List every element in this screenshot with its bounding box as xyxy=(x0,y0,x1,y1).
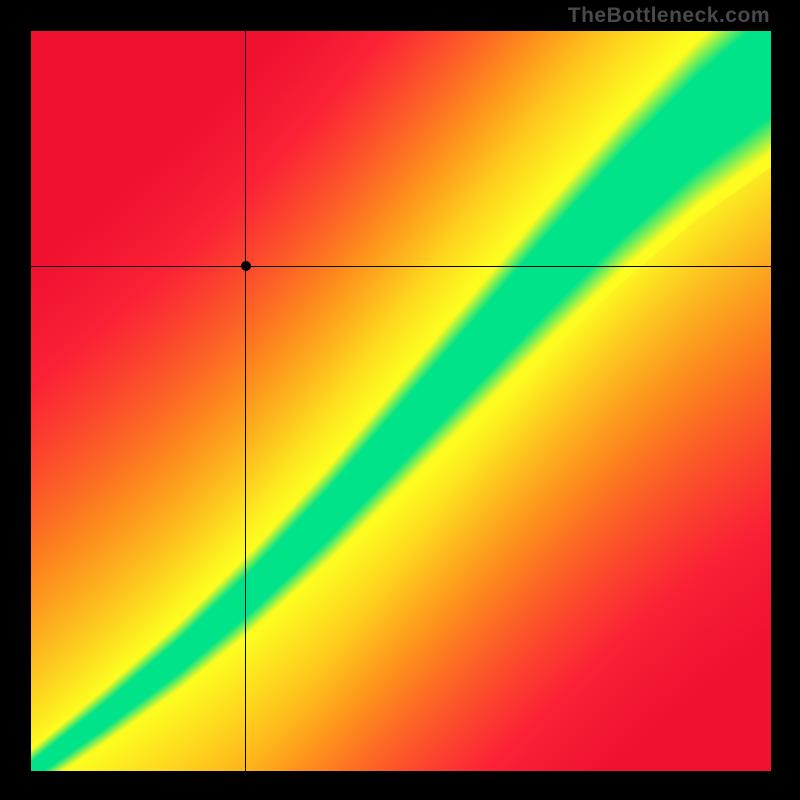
bottleneck-heatmap xyxy=(31,31,771,771)
watermark-text: TheBottleneck.com xyxy=(568,4,770,28)
crosshair-marker-dot xyxy=(241,261,251,271)
crosshair-horizontal xyxy=(31,266,771,267)
chart-container: TheBottleneck.com xyxy=(0,0,800,800)
plot-area xyxy=(31,31,771,771)
crosshair-vertical xyxy=(245,31,246,771)
